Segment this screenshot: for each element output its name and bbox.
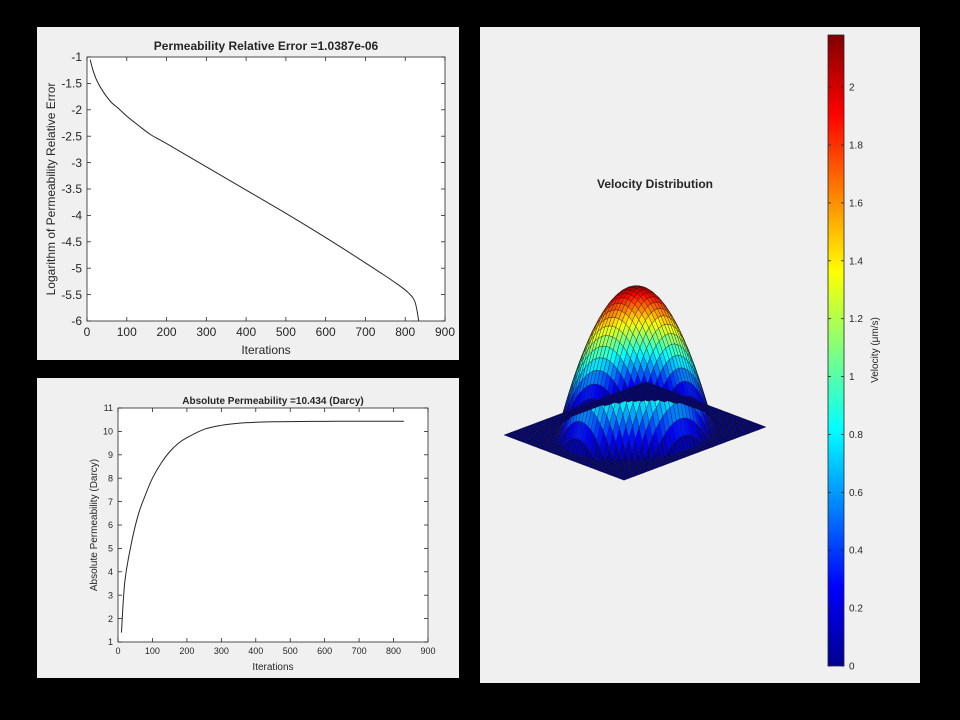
error-x-tick-label: 600 — [316, 325, 336, 339]
error-x-tick-label: 400 — [236, 325, 256, 339]
error-x-tick-label: 200 — [157, 325, 177, 339]
colorbar-tick-label: 1 — [849, 372, 855, 383]
permeability-y-tick-label: 2 — [108, 614, 113, 624]
error-y-tick-label: -5.5 — [61, 288, 82, 302]
error-x-tick-label: 900 — [435, 325, 455, 339]
colorbar-tick-label: 0.2 — [849, 604, 863, 615]
permeability-x-tick-label: 700 — [352, 646, 367, 656]
permeability-chart: Absolute Permeability =10.434 (Darcy) It… — [89, 396, 436, 673]
permeability-x-tick-label: 500 — [283, 646, 298, 656]
surface-patch — [641, 381, 650, 385]
colorbar-label: Velocity (μm/s) — [870, 317, 881, 383]
permeability-y-tick-label: 4 — [108, 567, 113, 577]
error-x-tick-label: 300 — [196, 325, 216, 339]
permeability-x-tick-label: 0 — [115, 646, 120, 656]
velocity-chart-title: Velocity Distribution — [597, 177, 713, 191]
velocity-plot-panel: Velocity Distribution 0 0.2 0.4 0.6 0.8 1 1.2 1… — [480, 27, 920, 683]
permeability-chart-title: Absolute Permeability =10.434 (Darcy) — [182, 396, 363, 407]
colorbar-tick-label: 1.4 — [849, 256, 863, 267]
permeability-y-tick-label: 5 — [108, 544, 113, 554]
velocity-chart: Velocity Distribution 0 0.2 0.4 0.6 0.8 1 1.2 1… — [503, 34, 881, 673]
colorbar-tick-label: 1.8 — [849, 140, 863, 151]
permeability-y-tick-label: 7 — [108, 497, 113, 507]
error-chart: Permeability Relative Error =1.0387e-06 … — [44, 39, 455, 357]
permeability-x-tick-label: 400 — [248, 646, 263, 656]
colorbar-tick-label: 2 — [849, 83, 855, 94]
error-y-tick-label: -5 — [71, 261, 82, 275]
error-axes-box — [86, 56, 446, 322]
error-x-tick-label: 500 — [276, 325, 296, 339]
colorbar-tick-label: 0.4 — [849, 546, 863, 557]
error-y-tick-label: -1 — [71, 50, 82, 64]
permeability-y-tick-label: 6 — [108, 520, 113, 530]
permeability-y-tick-label: 1 — [108, 637, 113, 647]
error-y-tick-label: -2 — [71, 103, 82, 117]
error-y-tick-label: -1.5 — [61, 77, 82, 91]
permeability-x-tick-label: 200 — [179, 646, 194, 656]
error-y-tick-label: -3.5 — [61, 182, 82, 196]
permeability-y-tick-label: 10 — [103, 427, 113, 437]
error-x-axis-label: Iterations — [241, 343, 290, 357]
permeability-series-line — [120, 420, 404, 633]
permeability-plot-panel: Absolute Permeability =10.434 (Darcy) It… — [37, 378, 459, 678]
error-plot-panel: Permeability Relative Error =1.0387e-06 … — [37, 27, 459, 360]
error-x-tick-label: 0 — [84, 325, 91, 339]
colorbar-tick-label: 1.2 — [849, 314, 863, 325]
error-y-tick-label: -3 — [71, 156, 82, 170]
permeability-x-axis-label: Iterations — [252, 662, 293, 673]
colorbar-tick-label: 1.6 — [849, 198, 863, 209]
error-y-axis-label: Logarithm of Permeability Relative Error — [44, 83, 58, 296]
colorbar-tick-label: 0.6 — [849, 488, 863, 499]
permeability-x-tick-label: 300 — [214, 646, 229, 656]
permeability-x-tick-label: 900 — [420, 646, 435, 656]
error-y-tick-label: -4.5 — [61, 235, 82, 249]
colorbar-tick-label: 0.8 — [849, 430, 863, 441]
error-y-tick-label: -2.5 — [61, 129, 82, 143]
permeability-y-tick-label: 3 — [108, 590, 113, 600]
permeability-y-tick-label: 9 — [108, 450, 113, 460]
error-series-line — [89, 59, 420, 322]
error-y-tick-label: -6 — [71, 314, 82, 328]
permeability-x-tick-label: 600 — [317, 646, 332, 656]
colorbar — [827, 34, 845, 667]
error-x-tick-label: 800 — [395, 325, 415, 339]
permeability-y-axis-label: Absolute Permeability (Darcy) — [89, 459, 100, 591]
error-chart-title: Permeability Relative Error =1.0387e-06 — [154, 39, 379, 53]
colorbar-tick-label: 0 — [849, 662, 855, 673]
permeability-y-tick-label: 8 — [108, 473, 113, 483]
permeability-x-tick-label: 100 — [145, 646, 160, 656]
permeability-y-tick-label: 11 — [104, 403, 113, 413]
error-x-tick-label: 100 — [117, 325, 137, 339]
error-x-tick-label: 700 — [355, 325, 375, 339]
permeability-x-tick-label: 800 — [386, 646, 401, 656]
velocity-surface — [503, 285, 767, 481]
error-y-tick-label: -4 — [71, 209, 82, 223]
permeability-axes-box — [117, 407, 429, 643]
